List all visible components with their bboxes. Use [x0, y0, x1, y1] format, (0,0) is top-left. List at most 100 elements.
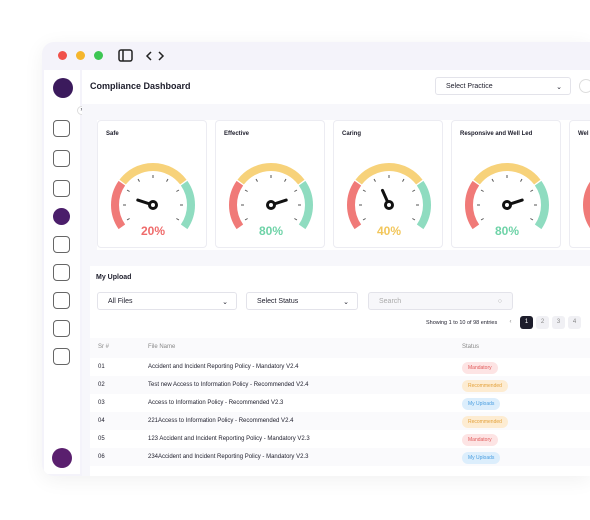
card-title: Responsive and Well Led — [460, 131, 533, 137]
file-name: 234Accident and Incident Reporting Polic… — [148, 454, 309, 460]
status-filter[interactable]: Select Status ⌄ — [246, 292, 358, 310]
card-title: Caring — [342, 131, 362, 137]
gauge-tick — [412, 189, 416, 192]
gauge-tick — [126, 218, 130, 221]
filter-text: All Files — [108, 298, 133, 305]
needle-hub-inner — [269, 203, 273, 207]
nav-icon[interactable] — [53, 292, 70, 309]
row-number: 01 — [98, 364, 105, 370]
gauge-card: Responsive and Well Led 80% — [451, 120, 561, 248]
gauge-arc — [180, 180, 195, 230]
gauge-tick — [244, 218, 248, 221]
gauge-tick — [294, 189, 298, 192]
page-button[interactable]: 3 — [552, 316, 565, 329]
select-text: Select Practice — [446, 83, 493, 90]
row-number: 06 — [98, 454, 105, 460]
gauge-tick — [412, 218, 416, 221]
status-pill: Recommended — [462, 380, 508, 392]
user[interactable] — [52, 448, 72, 468]
title: Compliance Dashboard — [90, 81, 191, 91]
gauge-tick — [244, 189, 248, 192]
gauge-arc — [237, 163, 305, 185]
gauge-tick — [137, 178, 140, 182]
gauge-value: 20% — [140, 224, 166, 238]
gauge — [229, 163, 313, 230]
gauge-tick — [530, 218, 534, 221]
nav-icon[interactable] — [53, 180, 70, 197]
search-input[interactable]: Search ○ — [368, 292, 513, 310]
row-number: 03 — [98, 400, 105, 406]
minimize[interactable] — [76, 51, 85, 60]
file-name: Access to Information Policy - Recommend… — [148, 400, 284, 406]
practice-select[interactable]: Select Practice ⌄ — [435, 77, 571, 95]
status-pill: My Uploads — [462, 452, 501, 464]
gauge — [111, 163, 195, 230]
gauge-arc — [298, 180, 313, 230]
maximize[interactable] — [94, 51, 103, 60]
nav-icon[interactable] — [53, 348, 70, 365]
row-number: 02 — [98, 382, 105, 388]
gauge-tick — [362, 218, 366, 221]
gauge-arc — [229, 180, 244, 230]
file-filter[interactable]: All Files ⌄ — [97, 292, 237, 310]
nav-icon[interactable] — [53, 264, 70, 281]
gauge-tick — [480, 189, 484, 192]
cards: Safe 20% Effective 80% Caring 40% Responsive a… — [97, 120, 590, 250]
column-header: File Name — [148, 344, 176, 350]
prev-page[interactable]: ‹ — [504, 316, 517, 329]
gauge-tick — [520, 178, 523, 182]
gauge-tick — [176, 218, 180, 221]
nav-icon[interactable] — [53, 320, 70, 337]
column-header: Sr # — [98, 344, 110, 350]
column-header: Status — [462, 344, 480, 350]
entries-info: Showing 1 to 10 of 98 entries — [426, 320, 498, 326]
needle-hub-inner — [151, 203, 155, 207]
gauge-tick — [373, 178, 376, 182]
gauge — [347, 163, 431, 230]
gauge-card: Safe 20% — [97, 120, 207, 248]
card-title: Safe — [106, 131, 119, 137]
toolbar-icons — [118, 49, 165, 62]
placeholder: Search — [379, 298, 402, 305]
close[interactable] — [58, 51, 67, 60]
gauge-tick — [530, 189, 534, 192]
gauge-arc — [534, 180, 549, 230]
gauge-arc — [355, 163, 423, 185]
nav-icon[interactable] — [53, 120, 70, 137]
gauge-tick — [284, 178, 287, 182]
status-pill: My Uploads — [462, 398, 501, 410]
sidebar: › — [44, 70, 86, 474]
gauge-tick — [402, 178, 405, 182]
nav-icon[interactable] — [53, 208, 70, 225]
filter-text: Select Status — [257, 298, 299, 305]
nav-icon[interactable] — [53, 236, 70, 253]
nav-icon[interactable] — [53, 150, 70, 167]
gauge-value: 40% — [376, 224, 402, 238]
gauge-value: 80% — [258, 224, 284, 238]
page-button[interactable]: 4 — [568, 316, 581, 329]
gauge-tick — [255, 178, 258, 182]
gauge-tick — [176, 189, 180, 192]
gauge — [583, 181, 590, 229]
main: Compliance Dashboard Select Practice ⌄ Sa… — [82, 70, 590, 476]
logo[interactable] — [53, 78, 73, 98]
gauge-value: 80% — [494, 224, 520, 238]
gauge-arc — [416, 180, 431, 230]
card-title: Wel — [578, 131, 589, 137]
gauge-tick — [362, 189, 366, 192]
gauge-arc — [347, 180, 362, 230]
gauge-arc — [465, 180, 480, 230]
gauge-card: Wel — [569, 120, 590, 248]
page-button[interactable]: 2 — [536, 316, 549, 329]
upload-panel: My Upload All Files ⌄ Select Status ⌄ Sear… — [90, 266, 590, 476]
card-title: Effective — [224, 131, 250, 137]
gauge-arc — [473, 163, 541, 185]
gauge-arc — [111, 180, 126, 230]
table-header — [90, 338, 590, 358]
page-button[interactable]: 1 — [520, 316, 533, 329]
gauge — [465, 163, 549, 230]
file-name: 221Access to Information Policy - Recomm… — [148, 418, 294, 424]
search-button[interactable] — [579, 79, 590, 93]
gauge-tick — [491, 178, 494, 182]
